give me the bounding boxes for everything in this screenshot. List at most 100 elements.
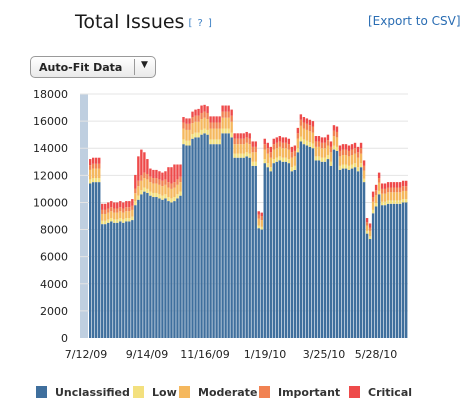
legend-swatch-important — [259, 386, 270, 398]
bar-moderate — [233, 144, 236, 154]
bar-moderate — [194, 121, 197, 133]
bar-unclassified — [164, 198, 167, 338]
bar-critical — [179, 164, 182, 177]
bar-low — [131, 216, 134, 221]
bar-moderate — [374, 194, 378, 204]
bar-unclassified — [92, 182, 95, 338]
y-axis-band — [80, 94, 88, 338]
bar-unclassified — [299, 141, 303, 338]
bar-unclassified — [182, 144, 185, 338]
bar-low — [92, 178, 95, 183]
bar-critical — [200, 105, 203, 113]
bar-unclassified — [284, 161, 288, 338]
bar-critical — [158, 171, 161, 180]
bar-important — [299, 119, 303, 126]
bar-moderate — [269, 157, 272, 168]
bar-low — [278, 156, 281, 161]
bar-moderate — [113, 212, 116, 220]
bar-critical — [272, 138, 275, 145]
bar-moderate — [119, 211, 122, 219]
bar-unclassified — [116, 222, 119, 338]
bar-unclassified — [134, 205, 137, 338]
bar-low — [218, 139, 221, 145]
bar-unclassified — [380, 205, 384, 338]
bar-important — [323, 142, 327, 149]
bar-important — [290, 152, 294, 158]
bar-important — [254, 146, 257, 153]
bar-moderate — [212, 128, 215, 140]
bar-moderate — [341, 155, 345, 165]
bar-low — [191, 133, 194, 139]
bar-important — [137, 180, 140, 187]
bar-unclassified — [398, 203, 402, 338]
bar-critical — [185, 118, 188, 124]
bar-moderate — [362, 170, 366, 179]
chevron-down-icon[interactable]: ▼ — [141, 60, 148, 70]
bar-unclassified — [173, 201, 176, 338]
bar-important — [365, 222, 369, 226]
bar-important — [371, 197, 375, 202]
bar-moderate — [299, 125, 303, 137]
bar-important — [260, 216, 263, 221]
bar-moderate — [89, 169, 92, 180]
bar-unclassified — [119, 221, 122, 338]
bar-unclassified — [302, 144, 306, 338]
bar-moderate — [179, 182, 182, 192]
bar-unclassified — [188, 145, 191, 338]
bar-unclassified — [338, 169, 342, 338]
bar-low — [188, 140, 191, 146]
export-csv-link[interactable]: [Export to CSV] — [368, 14, 461, 28]
bar-critical — [233, 133, 236, 139]
bar-critical — [305, 118, 309, 124]
bar-important — [143, 172, 146, 179]
y-tick-label: 6000 — [40, 251, 68, 264]
bar-low — [257, 225, 260, 229]
bar-critical — [209, 116, 212, 123]
bar-low — [284, 157, 288, 162]
help-link[interactable]: [ ? ] — [188, 18, 213, 29]
bar-low — [233, 153, 236, 158]
bar-unclassified — [326, 159, 330, 338]
bar-unclassified — [236, 157, 239, 338]
bar-critical — [125, 201, 128, 208]
bar-critical — [383, 183, 387, 189]
bar-moderate — [92, 168, 95, 179]
bar-moderate — [302, 128, 306, 140]
bar-critical — [107, 202, 110, 209]
bar-unclassified — [341, 168, 345, 338]
fit-mode-dropdown[interactable]: Auto-Fit Data ▼ — [30, 56, 156, 78]
bar-critical — [335, 126, 339, 132]
bar-low — [137, 195, 140, 200]
bar-unclassified — [395, 203, 399, 338]
bar-unclassified — [125, 221, 128, 338]
bar-low — [275, 157, 278, 162]
bar-critical — [350, 144, 354, 150]
legend-item-important: Important — [259, 386, 340, 399]
bar-unclassified — [170, 202, 173, 338]
bar-unclassified — [332, 149, 336, 338]
bar-important — [263, 144, 266, 150]
bar-moderate — [275, 148, 278, 158]
bar-low — [404, 199, 408, 203]
bar-important — [197, 115, 200, 122]
bar-low — [296, 148, 300, 153]
bar-important — [329, 146, 333, 153]
bar-important — [188, 123, 191, 130]
bar-critical — [368, 223, 372, 228]
legend-item-low: Low — [133, 386, 177, 399]
bar-critical — [116, 202, 119, 209]
bar-important — [272, 144, 275, 150]
bar-unclassified — [176, 198, 179, 338]
bar-unclassified — [359, 167, 363, 338]
bar-critical — [311, 121, 315, 127]
bar-moderate — [332, 136, 336, 146]
bar-unclassified — [311, 148, 315, 338]
total-issues-chart: 18000 16000 14000 12000 10000 8000 6000 4000 200… — [33, 88, 408, 361]
bar-important — [395, 187, 399, 193]
bar-low — [365, 230, 369, 234]
bar-low — [116, 219, 119, 223]
bar-unclassified — [227, 133, 230, 338]
bar-critical — [308, 119, 312, 126]
bar-critical — [206, 106, 209, 113]
bar-unclassified — [251, 165, 254, 338]
